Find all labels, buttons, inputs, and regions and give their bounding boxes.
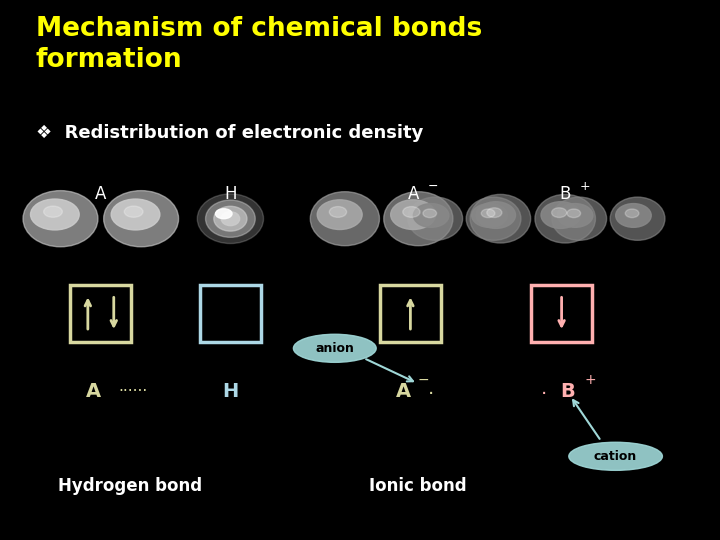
Ellipse shape	[625, 209, 639, 218]
Text: ·: ·	[541, 384, 546, 404]
Bar	[200, 285, 261, 342]
Ellipse shape	[310, 192, 379, 246]
Ellipse shape	[541, 201, 580, 228]
Bar	[71, 285, 132, 342]
Ellipse shape	[476, 201, 516, 228]
Text: H: H	[224, 185, 237, 204]
Ellipse shape	[329, 207, 346, 217]
Ellipse shape	[221, 212, 240, 226]
Ellipse shape	[214, 206, 247, 231]
Ellipse shape	[552, 208, 567, 218]
Text: +: +	[585, 373, 596, 387]
Text: cation: cation	[594, 450, 637, 463]
Ellipse shape	[197, 194, 264, 244]
Text: Hydrogen bond: Hydrogen bond	[58, 477, 202, 495]
Ellipse shape	[610, 197, 665, 240]
Text: B: B	[559, 185, 571, 204]
Ellipse shape	[391, 200, 436, 230]
Ellipse shape	[294, 334, 376, 362]
Text: −: −	[418, 373, 429, 387]
Text: ······: ······	[119, 384, 148, 399]
Ellipse shape	[552, 197, 606, 240]
Text: A: A	[86, 382, 102, 401]
Text: ·: ·	[428, 384, 433, 404]
Ellipse shape	[125, 206, 143, 217]
Text: −: −	[428, 180, 438, 193]
Text: Mechanism of chemical bonds
formation: Mechanism of chemical bonds formation	[36, 16, 482, 73]
Ellipse shape	[384, 192, 453, 246]
Ellipse shape	[104, 191, 179, 247]
Text: A: A	[95, 185, 107, 204]
Text: anion: anion	[315, 342, 354, 355]
Ellipse shape	[535, 194, 595, 243]
Ellipse shape	[413, 204, 449, 227]
Ellipse shape	[467, 197, 521, 240]
Bar	[380, 285, 441, 342]
Ellipse shape	[318, 200, 362, 230]
Text: B: B	[560, 382, 575, 401]
Ellipse shape	[470, 194, 531, 243]
Ellipse shape	[616, 204, 651, 227]
Ellipse shape	[44, 206, 63, 217]
Ellipse shape	[423, 209, 436, 218]
Ellipse shape	[408, 197, 462, 240]
Text: +: +	[580, 180, 590, 193]
Text: A: A	[395, 382, 411, 401]
Text: H: H	[222, 382, 238, 401]
Ellipse shape	[215, 209, 232, 219]
Ellipse shape	[567, 209, 580, 218]
Ellipse shape	[206, 200, 256, 238]
Ellipse shape	[30, 199, 79, 230]
Ellipse shape	[557, 204, 593, 227]
Text: ❖  Redistribution of electronic density: ❖ Redistribution of electronic density	[36, 124, 423, 142]
Ellipse shape	[472, 204, 507, 227]
Ellipse shape	[402, 207, 420, 217]
Text: Ionic bond: Ionic bond	[369, 477, 467, 495]
Ellipse shape	[23, 191, 98, 247]
Bar	[531, 285, 592, 342]
Text: A: A	[408, 185, 420, 204]
Ellipse shape	[569, 442, 662, 470]
Ellipse shape	[487, 208, 502, 218]
Ellipse shape	[481, 209, 495, 218]
Ellipse shape	[111, 199, 160, 230]
